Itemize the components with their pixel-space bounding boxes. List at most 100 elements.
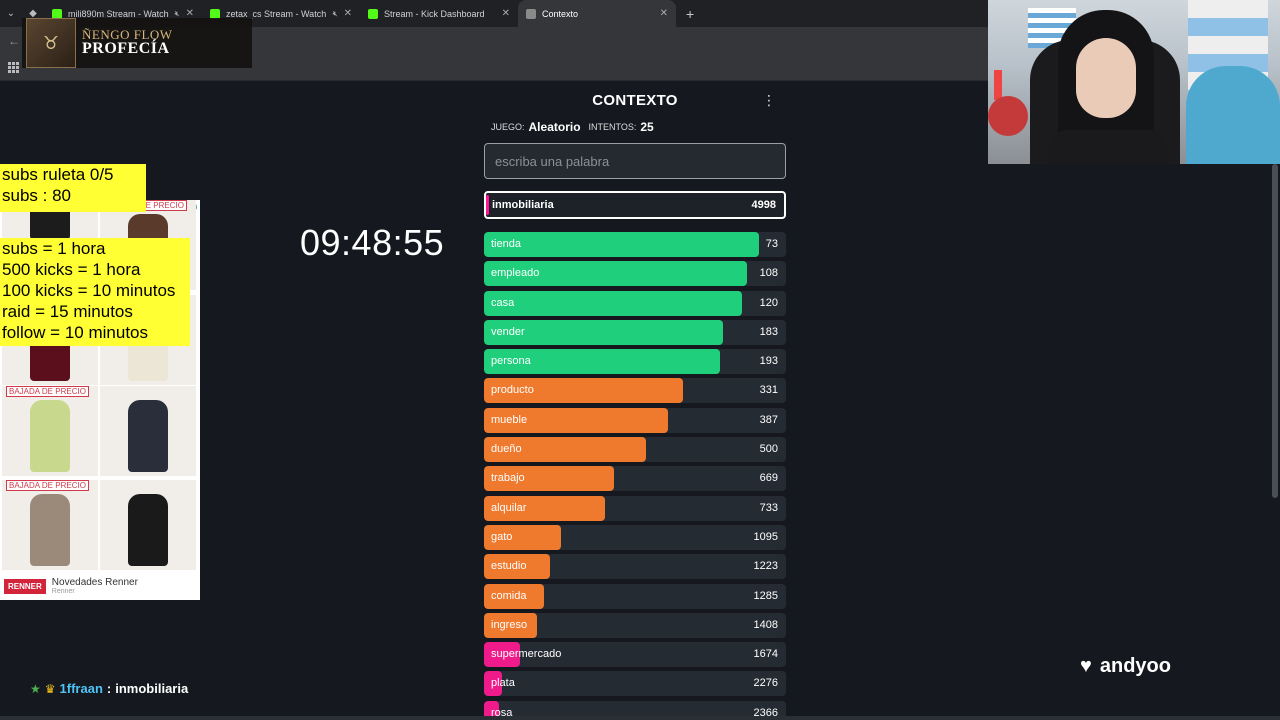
guess-row: trabajo 669	[484, 466, 786, 492]
guess-rank: 193	[759, 355, 778, 368]
ad-footer[interactable]: RENNER Novedades Renner Renner	[0, 572, 200, 600]
guess-row: casa 120	[484, 290, 786, 316]
proximity-bar	[484, 524, 561, 550]
ad-badge: BAJADA DE PRECIO	[6, 386, 89, 397]
guess-rank: 1223	[753, 560, 778, 573]
chat-text: inmobiliaria	[115, 681, 189, 696]
chat-separator: :	[106, 681, 112, 696]
guess-rank: 108	[759, 267, 778, 280]
pinned-tab-icon[interactable]: ◆	[29, 8, 37, 19]
attempts-value: 25	[640, 120, 654, 134]
new-tab-button[interactable]: +	[686, 5, 695, 22]
guess-rank: 1285	[753, 589, 778, 602]
guess-word: gato	[491, 530, 513, 543]
guess-row: supermercado 1674	[484, 642, 786, 668]
page-title: CONTEXTO	[592, 92, 678, 109]
timer-rules-overlay: subs = 1 hora 500 kicks = 1 hora 100 kic…	[0, 238, 190, 346]
album-cover: ♉	[26, 18, 76, 68]
tab-title: zetax_cs Stream - Watch Li	[226, 8, 327, 19]
tab-search-icon[interactable]: ⌄	[6, 8, 16, 19]
current-guess: inmobiliaria 4998	[484, 191, 786, 219]
guess-row: empleado 108	[484, 261, 786, 287]
apps-grid-icon[interactable]	[8, 62, 19, 73]
close-tab-icon[interactable]: ✕	[501, 8, 510, 19]
subs-roulette: subs ruleta 0/5	[2, 165, 114, 184]
ad-product[interactable]	[100, 480, 196, 570]
follow-alert: ♥ andyoo	[1080, 655, 1171, 678]
guess-word: producto	[491, 384, 534, 397]
guess-rank: 733	[759, 501, 778, 514]
browser-tab[interactable]: mili890m Stream - Watch Li 🔇︎ ✕	[44, 0, 202, 27]
game-meta: JUEGO: Aleatorio INTENTOS: 25	[484, 119, 786, 135]
chat-message: ★ ♛ 1ffraan : inmobiliaria	[30, 681, 188, 696]
tab-favicon-icon	[526, 8, 536, 19]
proximity-bar	[484, 612, 537, 638]
current-guess-word: inmobiliaria	[492, 199, 554, 211]
word-input[interactable]	[484, 143, 786, 179]
mute-icon[interactable]: 🔇︎	[332, 8, 338, 18]
guess-word: vender	[491, 325, 525, 338]
proximity-bar	[484, 319, 723, 345]
scrollbar-thumb[interactable]	[1272, 164, 1278, 498]
ad-brand-title: Novedades Renner	[51, 576, 138, 588]
ad-product[interactable]	[100, 386, 196, 476]
guess-rank: 1674	[753, 648, 778, 661]
ad-product[interactable]: BAJADA DE PRECIO	[2, 480, 98, 570]
rule-line: raid = 15 minutos	[2, 302, 133, 321]
guess-row: mueble 387	[484, 407, 786, 433]
guess-row: dueño 500	[484, 437, 786, 463]
star-badge-icon: ★	[30, 681, 41, 696]
browser-tab[interactable]: zetax_cs Stream - Watch Li 🔇︎ ✕	[202, 0, 360, 27]
crown-badge-icon: ♛	[44, 681, 56, 696]
close-tab-icon[interactable]: ✕	[343, 8, 352, 19]
guess-word: supermercado	[491, 648, 562, 661]
guess-rank: 2366	[753, 706, 778, 719]
proximity-bar	[484, 232, 759, 257]
proximity-bar	[484, 437, 646, 463]
heart-icon: ♥	[1080, 655, 1092, 677]
browser-tab[interactable]: Stream - Kick Dashboard ✕	[360, 0, 518, 27]
tab-title: Stream - Kick Dashboard	[384, 8, 485, 19]
now-playing-song: PROFECÍA	[82, 40, 170, 58]
guess-list: tienda 73 empleado 108 casa 120 vender 183 perso…	[484, 232, 786, 720]
proximity-bar	[484, 700, 500, 720]
close-tab-icon[interactable]: ✕	[659, 8, 668, 19]
proximity-bar	[484, 583, 545, 609]
tab-title: Contexto	[542, 8, 579, 19]
rule-line: 100 kicks = 10 minutos	[2, 281, 176, 300]
guess-word: alquilar	[491, 501, 527, 514]
back-arrow-icon[interactable]: ←	[8, 34, 20, 48]
guess-row: estudio 1223	[484, 554, 786, 580]
game-value: Aleatorio	[528, 120, 581, 134]
guess-rank: 73	[765, 238, 778, 250]
proximity-bar	[484, 642, 521, 668]
guess-word: dueño	[491, 443, 522, 456]
bottom-strip	[0, 716, 1280, 720]
guess-rank: 120	[759, 296, 778, 309]
current-guess-rank: 4998	[751, 199, 776, 211]
guess-row: comida 1285	[484, 583, 786, 609]
ad-brand-sub: Renner	[51, 587, 75, 595]
guess-rank: 669	[759, 472, 778, 485]
page-scrollbar[interactable]	[1270, 164, 1280, 720]
subs-count: subs : 80	[2, 186, 71, 205]
proximity-bar	[484, 495, 605, 521]
now-playing-artist: ÑENGO FLOW	[82, 26, 173, 42]
follower-name: andyoo	[1099, 655, 1171, 677]
browser-tab[interactable]: Contexto ✕	[518, 0, 676, 27]
guess-word: comida	[491, 589, 527, 602]
ad-product[interactable]: BAJADA DE PRECIO	[2, 386, 98, 476]
subs-overlay: subs ruleta 0/5 subs : 80	[0, 164, 146, 212]
tab-favicon-icon	[210, 8, 220, 19]
guess-rank: 183	[759, 325, 778, 338]
guess-word: plata	[491, 677, 515, 690]
guess-word: rosa	[491, 706, 513, 719]
mute-icon[interactable]: 🔇︎	[174, 8, 180, 18]
rule-line: 500 kicks = 1 hora	[2, 260, 141, 279]
close-tab-icon[interactable]: ✕	[185, 8, 194, 19]
guess-word: casa	[491, 296, 515, 309]
kebab-menu-icon[interactable]: ⋮	[762, 92, 776, 108]
tab-favicon-icon	[368, 8, 378, 19]
guess-word: ingreso	[491, 618, 528, 631]
ad-badge: BAJADA DE PRECIO	[6, 480, 89, 491]
